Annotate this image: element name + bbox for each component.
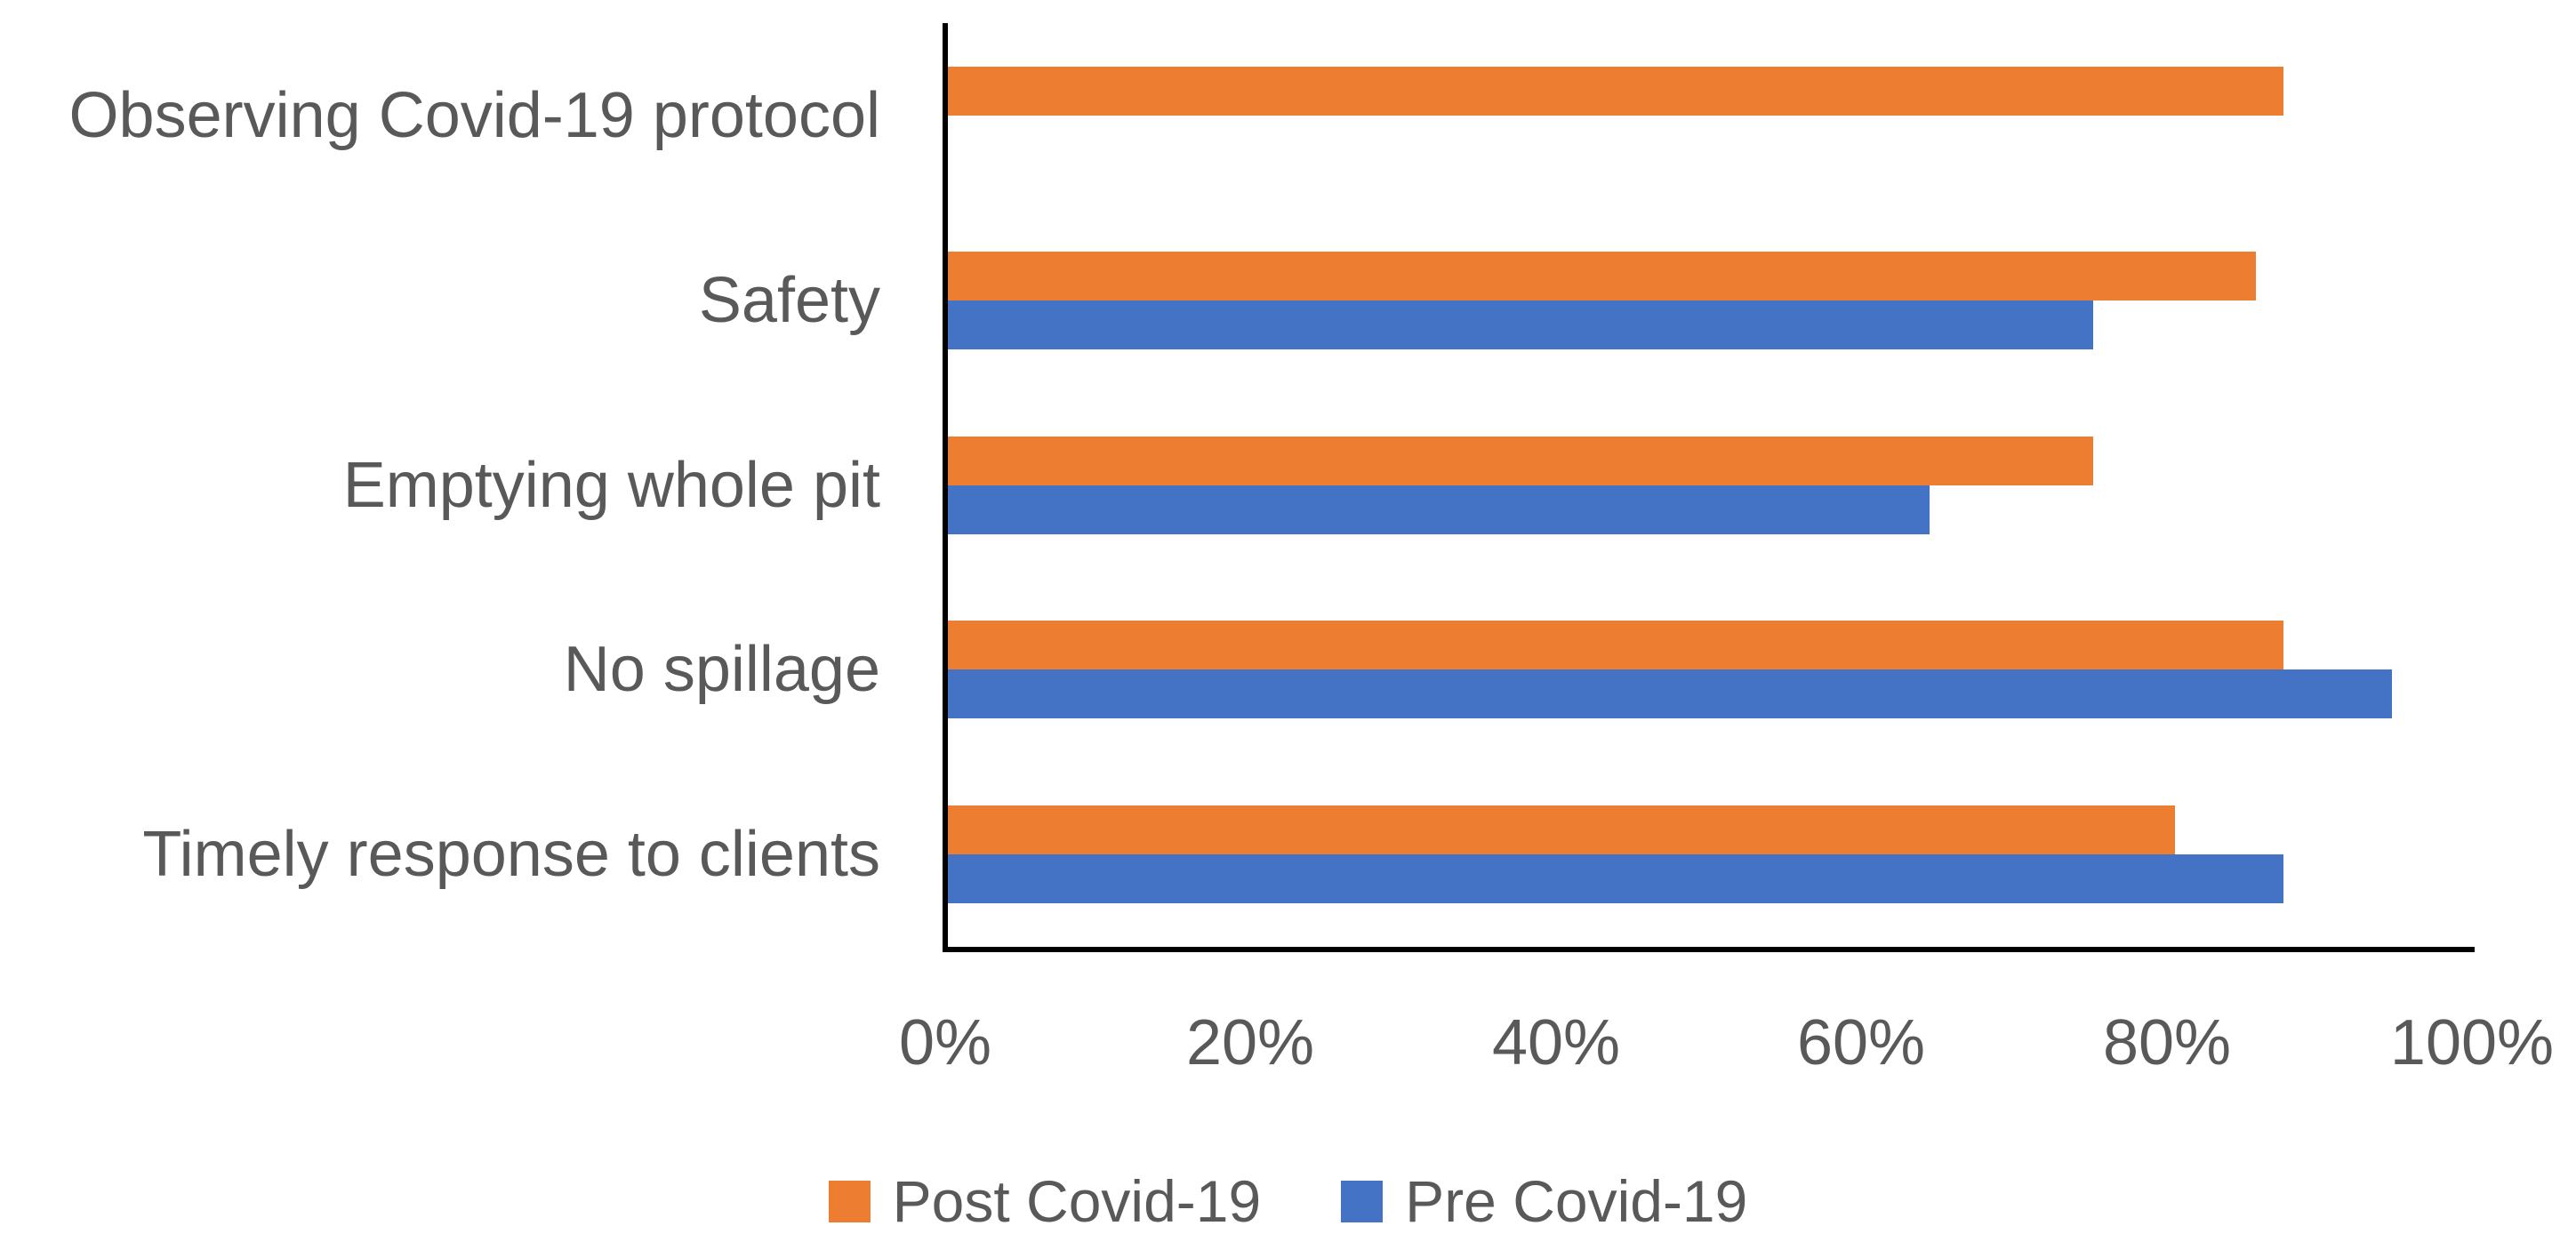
bar-post-covid-19-emptying-whole-pit [948,437,2093,485]
bar-pre-covid-19-safety [948,300,2093,349]
legend-label-pre-covid-19: Pre Covid-19 [1405,1168,1748,1234]
x-axis-tick-0: 0% [898,1007,992,1078]
legend-swatch-post-covid-icon [828,1180,871,1222]
category-label-safety: Safety [698,265,880,336]
bar-post-covid-19-no-spillage [948,621,2284,669]
bar-post-covid-19-timely-response-to-clients [948,805,2176,854]
plot-area [943,23,2475,952]
bar-post-covid-19-safety [948,252,2257,300]
legend-item-post-covid-19: Post Covid-19 [828,1167,1262,1235]
legend: Post Covid-19 Pre Covid-19 [0,1160,2576,1242]
category-label-timely-response-to-clients: Timely response to clients [142,819,880,890]
legend-item-pre-covid-19: Pre Covid-19 [1341,1167,1747,1235]
category-label-observing-covid-19-protocol: Observing Covid-19 protocol [68,80,880,151]
x-axis-tick-100: 100% [2389,1007,2555,1078]
x-axis-tick-60: 60% [1796,1007,1926,1078]
x-axis-tick-20: 20% [1185,1007,1315,1078]
bar-post-covid-19-observing-covid-19-protocol [948,67,2284,116]
bar-pre-covid-19-timely-response-to-clients [948,854,2284,903]
category-label-no-spillage: No spillage [563,634,880,705]
x-axis-tick-40: 40% [1491,1007,1621,1078]
bar-pre-covid-19-no-spillage [948,669,2393,718]
legend-label-post-covid-19: Post Covid-19 [892,1168,1262,1234]
x-axis-tick-80: 80% [2102,1007,2232,1078]
bar-pre-covid-19-emptying-whole-pit [948,485,1930,534]
legend-swatch-pre-covid-icon [1341,1180,1384,1222]
category-label-emptying-whole-pit: Emptying whole pit [342,450,880,521]
